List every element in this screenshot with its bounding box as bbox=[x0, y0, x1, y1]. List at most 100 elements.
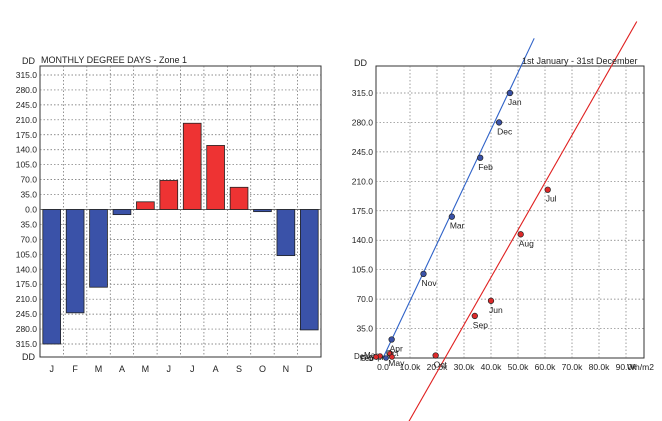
scatter-y-tick-label: 105.0 bbox=[352, 265, 374, 275]
point-label-jun: Jun bbox=[489, 305, 503, 315]
cluster-point bbox=[389, 354, 395, 360]
bar-y-tick-label: 0.0 bbox=[25, 205, 37, 215]
bar-grid-lines bbox=[40, 66, 321, 357]
scatter-x-tick-label: 50.0k bbox=[508, 362, 530, 372]
bar-j-5 bbox=[159, 180, 179, 210]
point-aug bbox=[517, 231, 524, 238]
overlap-label-oct: Oct bbox=[386, 349, 399, 358]
bar-x-tick-label: O bbox=[259, 364, 266, 374]
bar-m-4 bbox=[136, 201, 155, 210]
overlap-label-mar: Mar bbox=[364, 351, 378, 360]
scatter-plot-frame bbox=[375, 65, 645, 359]
bar-y-axis-label-top: DD bbox=[22, 56, 35, 66]
bar-y-tick-label: 280.0 bbox=[16, 324, 38, 334]
bar-o-9 bbox=[253, 209, 272, 213]
scatter-y-tick-label: 140.0 bbox=[352, 235, 374, 245]
point-mar bbox=[448, 213, 456, 220]
scatter-x-tick-label: 10.0k bbox=[400, 362, 422, 372]
bar-x-tick-label: M bbox=[95, 364, 103, 374]
point-label-feb: Feb bbox=[478, 162, 493, 172]
scatter-x-tick-label: 80.0k bbox=[589, 362, 611, 372]
bar-y-tick-label: 175.0 bbox=[16, 279, 38, 289]
bar-y-tick-label: 245.0 bbox=[16, 100, 38, 110]
scatter-x-tick-label: 40.0k bbox=[481, 362, 503, 372]
scatter-x-tick-label: 20.0k bbox=[427, 362, 449, 372]
bar-x-tick-label: D bbox=[306, 364, 313, 374]
bar-y-tick-label: 70.0 bbox=[20, 175, 37, 185]
bar-y-tick-label: 105.0 bbox=[16, 249, 38, 259]
bar-a-3 bbox=[112, 209, 132, 216]
bar-x-tick-label: J bbox=[190, 364, 195, 374]
point-jun bbox=[487, 297, 495, 304]
bar-f-1 bbox=[65, 209, 85, 314]
scatter-y-axis-label: DD bbox=[354, 58, 367, 68]
bar-y-tick-label: 140.0 bbox=[16, 145, 38, 155]
bar-y-tick-label: 210.0 bbox=[16, 115, 38, 125]
scatter-y-tick-label: 210.0 bbox=[352, 176, 374, 186]
bar-s-8 bbox=[229, 186, 249, 210]
point-feb bbox=[477, 154, 484, 161]
bar-x-tick-label: J bbox=[49, 364, 54, 374]
point-jul bbox=[544, 186, 551, 193]
bar-x-tick-label: A bbox=[213, 364, 219, 374]
point-label-mar: Mar bbox=[450, 221, 465, 231]
bar-m-2 bbox=[89, 209, 108, 288]
scatter-y-tick-label: 0.0 bbox=[361, 353, 373, 363]
bar-series bbox=[42, 122, 319, 345]
point-label-sep: Sep bbox=[473, 320, 488, 330]
bar-y-tick-label: 105.0 bbox=[16, 160, 38, 170]
scatter-points: Jan Feb Mar Apr Nov Dec May Jun Jul Aug Sep Oct bbox=[387, 89, 557, 369]
point-dec bbox=[495, 119, 503, 126]
point-apr bbox=[388, 336, 395, 343]
bar-chart-title: MONTHLY DEGREE DAYS - Zone 1 bbox=[41, 55, 187, 65]
monthly-degree-days-bar-chart: 315.0 280.0 245.0 210.0 175.0 140.0 105.0 70.0 3… bbox=[16, 55, 322, 374]
bar-x-tick-label: A bbox=[119, 364, 125, 374]
bar-x-tick-label: N bbox=[283, 364, 290, 374]
point-label-nov: Nov bbox=[422, 278, 438, 288]
point-label-jan: Jan bbox=[508, 97, 522, 107]
bar-y-tick-label: 70.0 bbox=[20, 234, 37, 244]
bar-y-tick-label: 140.0 bbox=[16, 264, 38, 274]
point-label-jul: Jul bbox=[546, 194, 557, 204]
point-label-oct: Oct bbox=[434, 359, 448, 369]
overlap-label-dec: Dec bbox=[354, 352, 368, 361]
bar-y-tick-label: 315.0 bbox=[16, 70, 38, 80]
bar-y-tick-label: 35.0 bbox=[20, 190, 37, 200]
bar-d-11 bbox=[299, 209, 319, 331]
scatter-x-tick-labels: 0.0 10.0k 20.0k 30.0k 40.0k 50.0k 60.0k 70.0k 80… bbox=[377, 362, 637, 372]
scatter-y-tick-labels: 0.0 35.0 70.0 105.0 140.0 175.0 210.0 245.0 280.… bbox=[352, 88, 374, 363]
bar-y-tick-label: 35.0 bbox=[20, 219, 37, 229]
fit-line-series-1 bbox=[408, 21, 638, 421]
scatter-x-tick-label: 0.0 bbox=[377, 362, 389, 372]
point-nov bbox=[420, 270, 427, 278]
point-label-aug: Aug bbox=[519, 238, 534, 248]
scatter-x-tick-label: 70.0k bbox=[562, 362, 584, 372]
scatter-x-tick-label: 90.0k bbox=[616, 362, 638, 372]
bar-x-tick-label: F bbox=[72, 364, 78, 374]
bar-x-tick-label: S bbox=[236, 364, 242, 374]
overlap-label-feb: Feb bbox=[360, 354, 374, 363]
scatter-x-tick-label: 60.0k bbox=[535, 362, 557, 372]
bar-y-tick-label: 175.0 bbox=[16, 130, 38, 140]
point-label-apr: Apr bbox=[390, 343, 403, 353]
scatter-y-tick-label: 280.0 bbox=[352, 117, 374, 127]
cluster-point bbox=[383, 355, 389, 361]
point-label-dec: Dec bbox=[497, 126, 513, 136]
point-sep bbox=[471, 312, 478, 320]
scatter-x-axis-label: Wh/m2 bbox=[627, 362, 654, 372]
scatter-x-tick-label: 30.0k bbox=[454, 362, 476, 372]
bar-y-tick-label: 245.0 bbox=[16, 309, 38, 319]
bar-n-10 bbox=[276, 209, 296, 257]
bar-y-tick-label: 315.0 bbox=[16, 339, 38, 349]
scatter-y-tick-label: 245.0 bbox=[352, 147, 374, 157]
point-jan bbox=[506, 89, 514, 97]
bar-x-tick-label: J bbox=[167, 364, 172, 374]
point-oct bbox=[432, 352, 439, 359]
scatter-y-tick-label: 70.0 bbox=[356, 294, 373, 304]
scatter-overlap-labels: DecMarFebAprOct bbox=[354, 349, 399, 363]
scatter-y-tick-label: 175.0 bbox=[352, 206, 374, 216]
point-label-may: May bbox=[388, 358, 405, 368]
scatter-y-tick-label: 315.0 bbox=[352, 88, 374, 98]
degree-days-scatter-chart: 0.0 35.0 70.0 105.0 140.0 175.0 210.0 245.0 280.… bbox=[352, 21, 654, 421]
